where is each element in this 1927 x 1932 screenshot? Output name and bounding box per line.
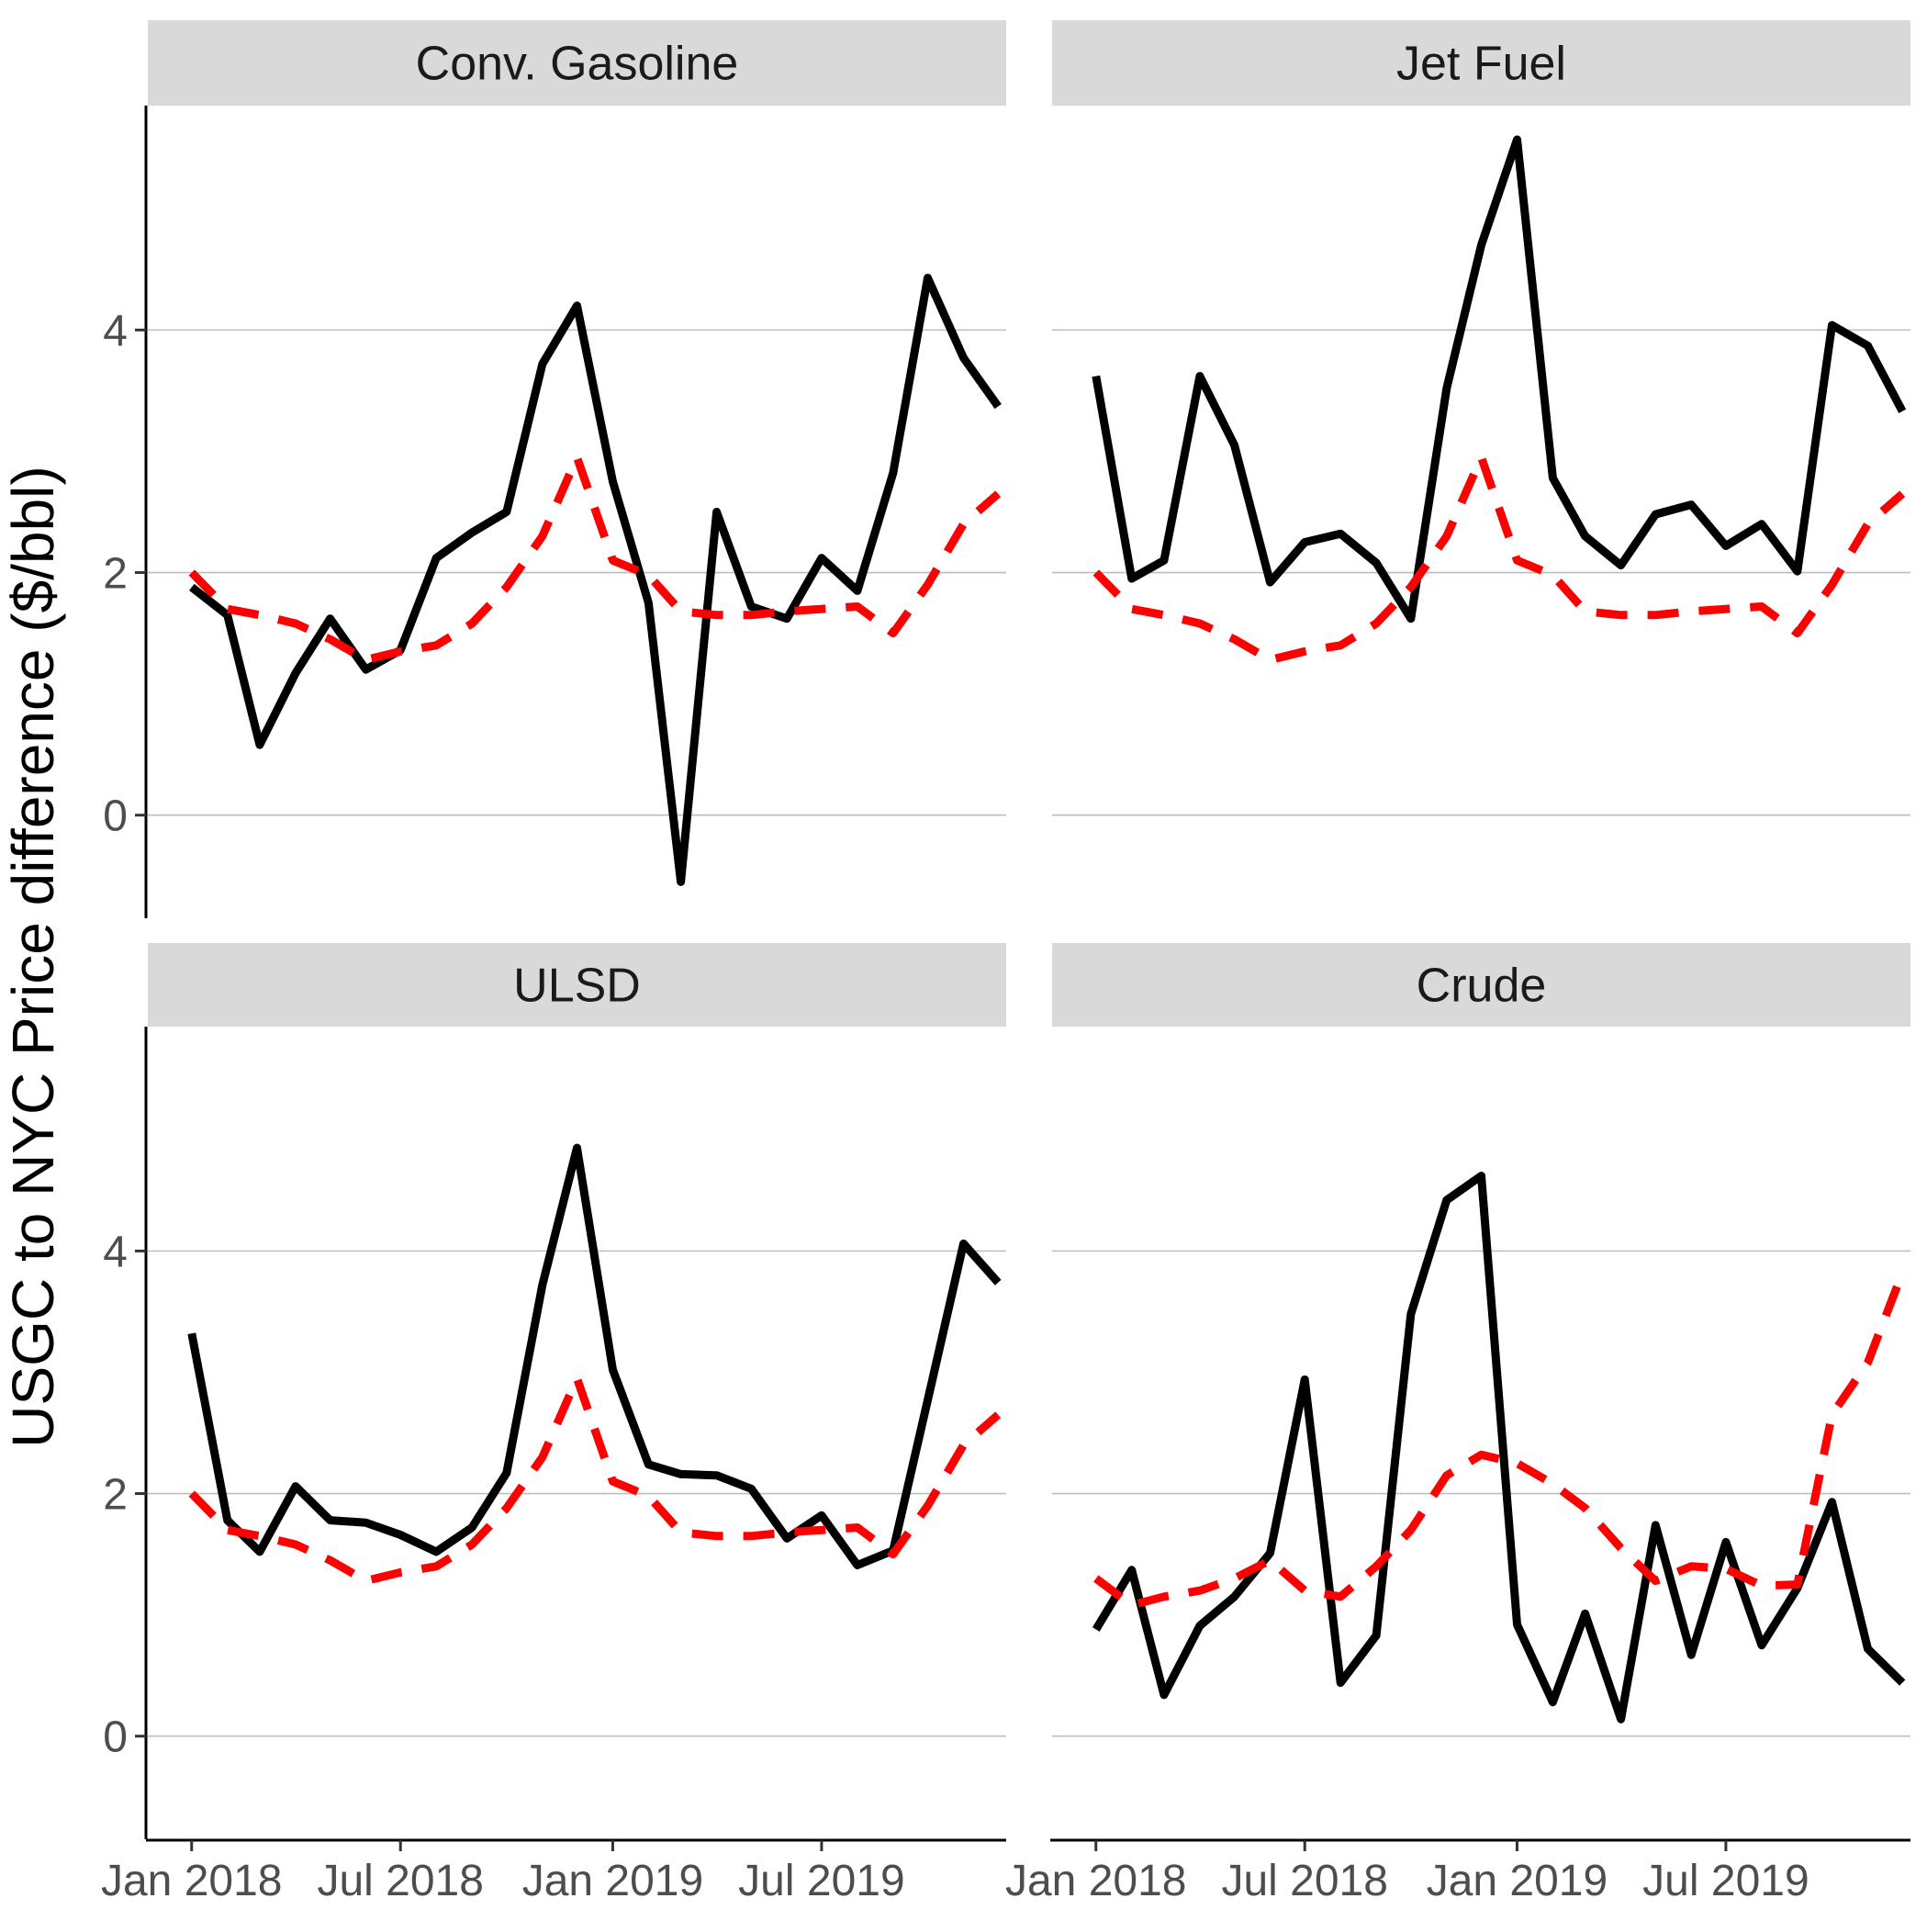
y-tick-label: 0 [103,1713,128,1762]
series-line-solid [1092,135,1907,623]
y-tick-label: 4 [103,1228,128,1276]
y-axis-title: USGC to NYC Price difference ($/bbl) [0,466,66,1447]
facet-strip [148,943,1006,1027]
x-tick-label: Jul 2019 [1642,1857,1809,1905]
facet-title: ULSD [513,960,641,1013]
x-tick-label: Jul 2019 [738,1857,904,1905]
series-line-dashed [1092,453,1906,665]
panel-1: Jet Fuel [1052,20,1910,816]
y-tick-label: 2 [103,1471,128,1520]
facet-strip [1052,943,1910,1027]
y-tick-label: 0 [103,792,128,841]
facet-title: Jet Fuel [1396,38,1566,91]
panel-3: Crude Jan 2018 Jul 2018 Jan 2019 Jul 2019 [1005,943,1910,1905]
facet-title: Crude [1417,960,1547,1013]
facet-title: Conv. Gasoline [416,38,739,91]
panels-layer: Conv. Gasoline 0 2 4 Jet Fuel ULSD 0 2 4 Jan 2018… [101,20,1910,1905]
series-line-solid [1092,1172,1906,1724]
x-tick-label: Jul 2018 [1221,1857,1387,1905]
x-tick-label: Jul 2018 [317,1857,483,1905]
x-tick-label: Jan 2018 [1005,1857,1187,1905]
series-line-dashed [188,453,1002,665]
facet-strip [148,20,1006,106]
y-tick-label: 4 [103,307,128,355]
x-tick-label: Jan 2019 [522,1857,704,1905]
panel-0: Conv. Gasoline 0 2 4 [103,20,1006,918]
series-line-solid [189,274,1002,886]
facet-strip [1052,20,1910,106]
y-tick-label: 2 [103,550,128,599]
series-line-dashed [188,1374,1002,1586]
panel-2: ULSD 0 2 4 Jan 2018 Jul 2018 Jan 2019 Jul 2019 [101,943,1006,1905]
x-tick-label: Jan 2019 [1427,1857,1608,1905]
series-line-solid [187,1143,1002,1569]
x-tick-label: Jan 2018 [101,1857,283,1905]
